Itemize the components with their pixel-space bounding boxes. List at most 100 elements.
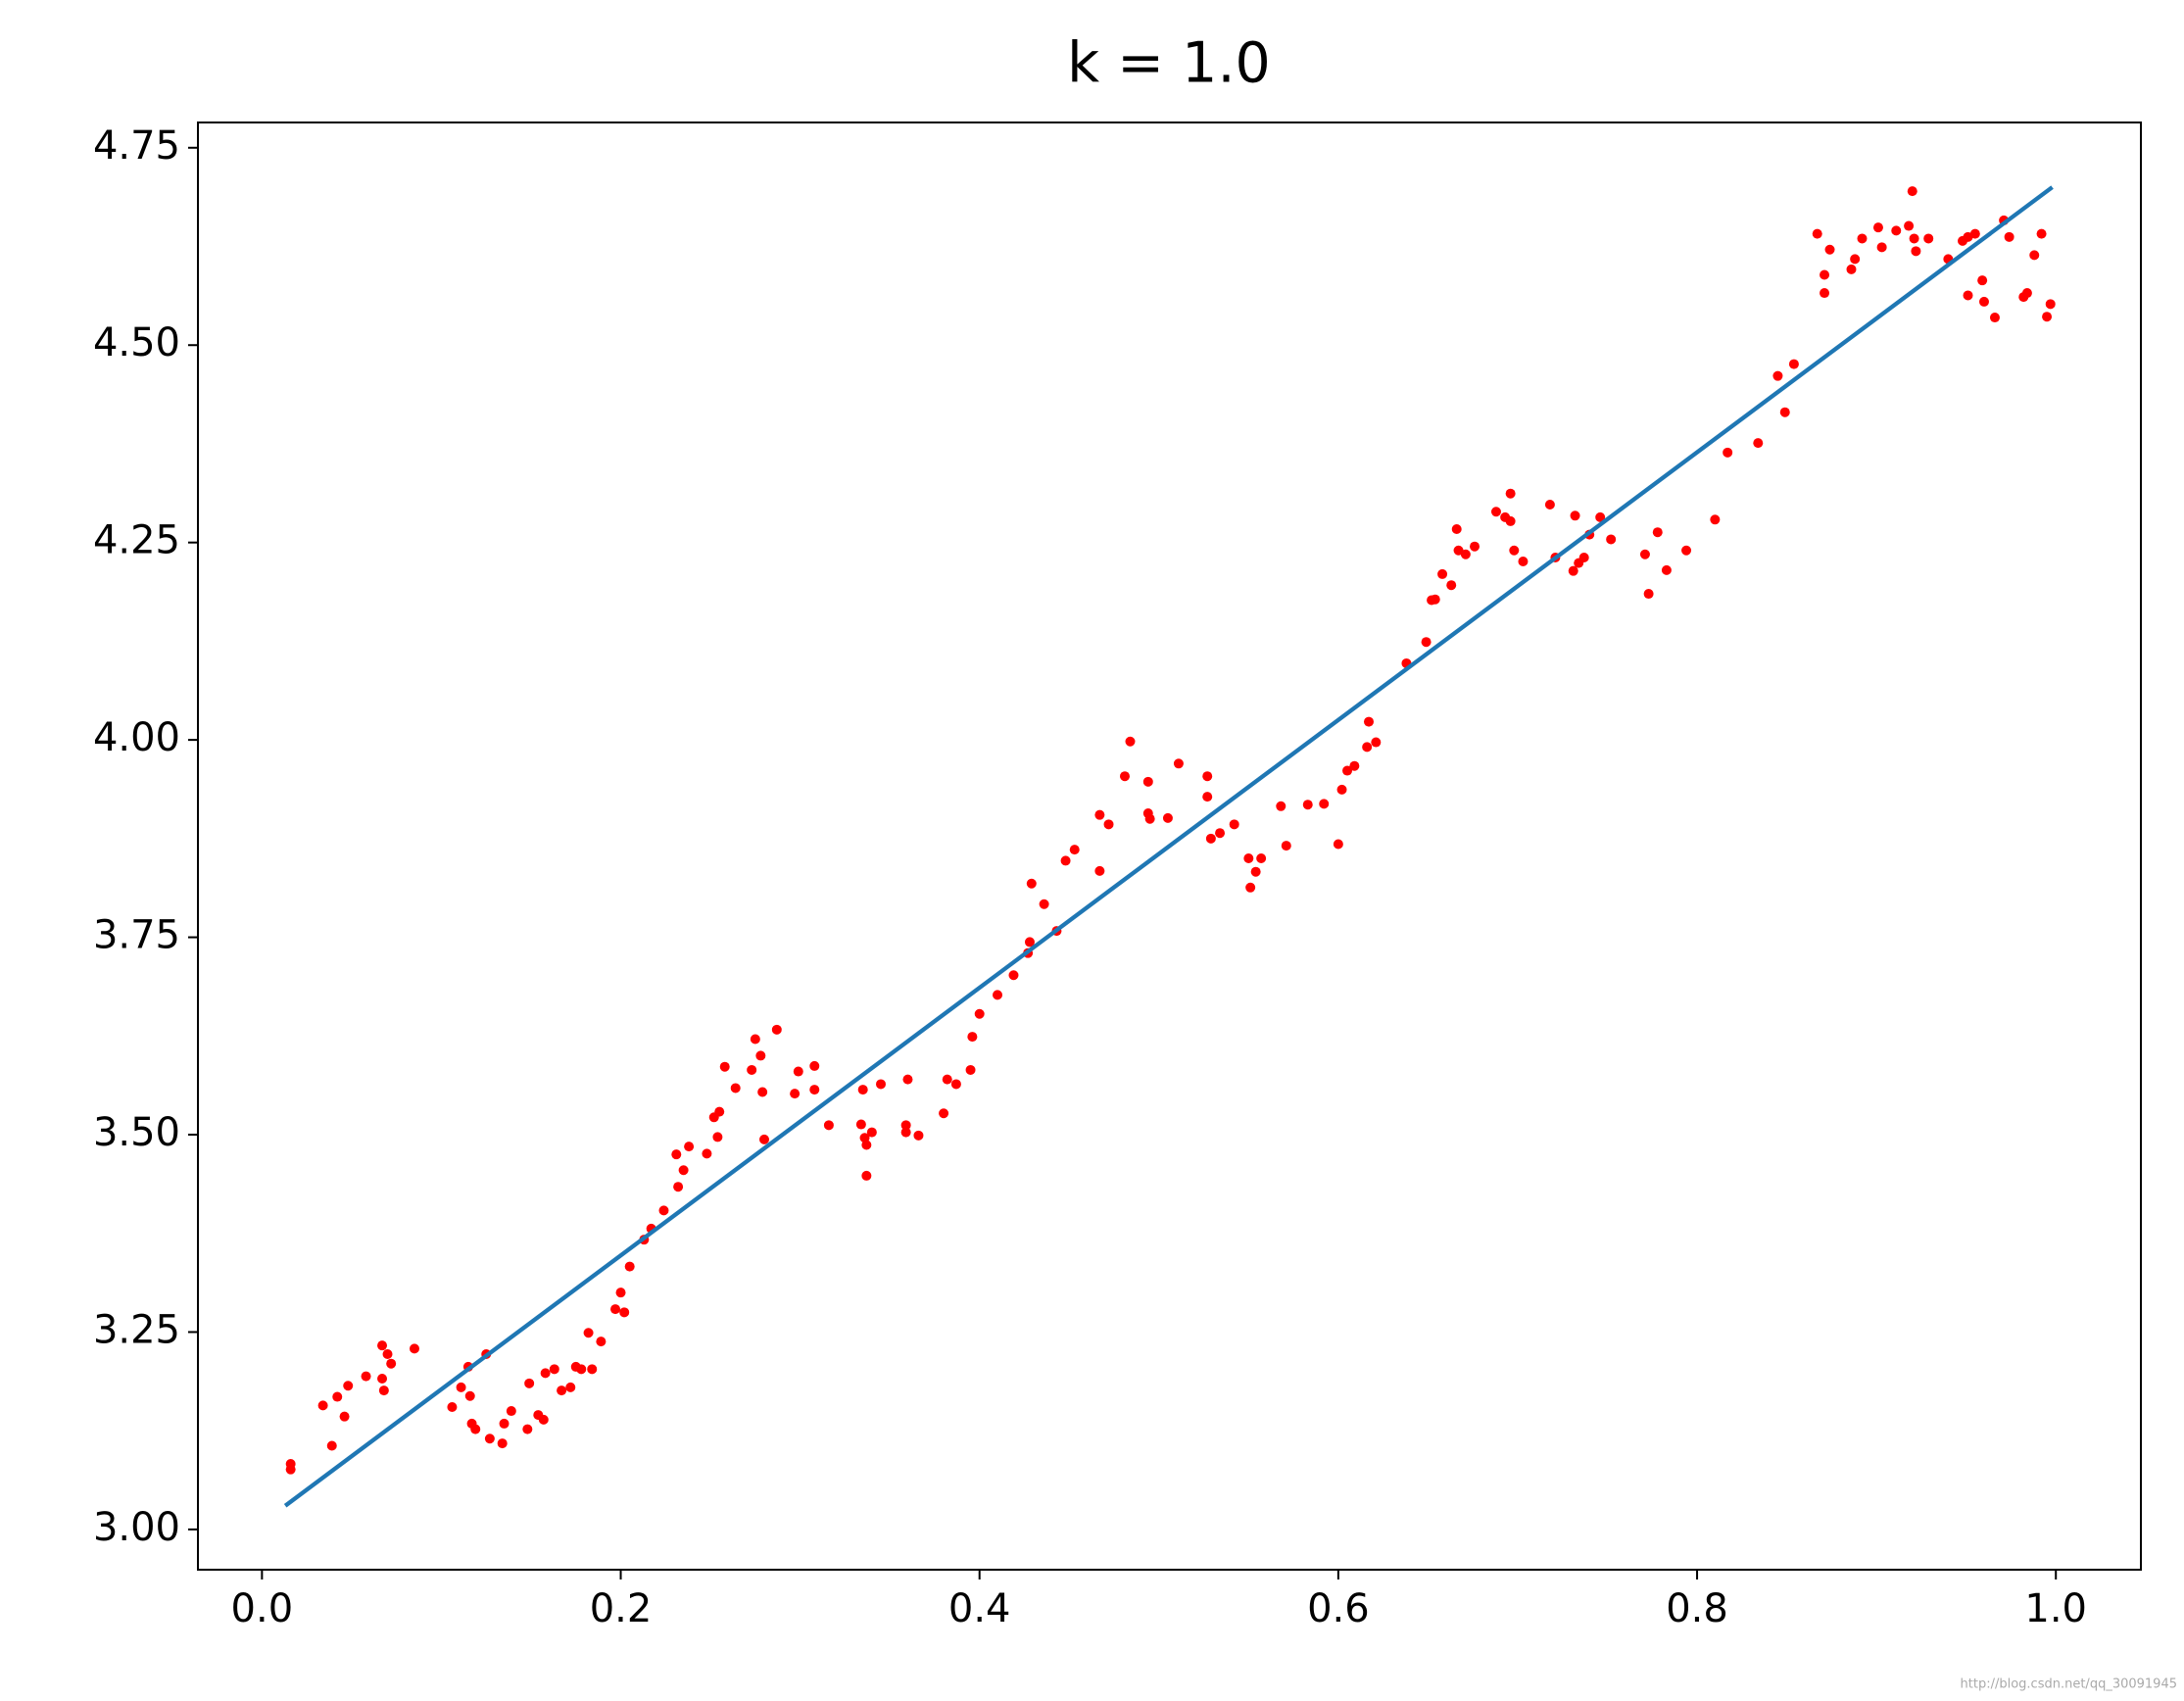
scatter-point xyxy=(1923,233,1934,244)
scatter-point xyxy=(1144,813,1155,824)
scatter-point xyxy=(1024,937,1035,948)
x-tick-label: 0.8 xyxy=(1666,1586,1728,1631)
scatter-point xyxy=(1470,541,1480,552)
scatter-point xyxy=(540,1368,551,1379)
scatter-point xyxy=(678,1165,689,1176)
scatter-point xyxy=(1911,246,1921,257)
scatter-point xyxy=(1969,228,1980,239)
scatter-point xyxy=(587,1364,598,1375)
chart-title: k = 1.0 xyxy=(1067,31,1271,96)
scatter-point xyxy=(619,1307,630,1318)
scatter-point xyxy=(1336,784,1347,795)
scatter-point xyxy=(2042,312,2053,322)
scatter-point xyxy=(2036,228,2047,239)
scatter-point xyxy=(1281,841,1291,851)
scatter-point xyxy=(377,1374,388,1385)
scatter-point xyxy=(913,1130,924,1141)
scatter-point xyxy=(2021,288,2032,299)
scatter-point xyxy=(1909,233,1919,244)
scatter-point xyxy=(1978,296,1989,307)
scatter-point xyxy=(823,1120,834,1131)
scatter-point xyxy=(1120,771,1131,782)
scatter-point xyxy=(684,1142,695,1152)
scatter-point xyxy=(1026,878,1037,889)
scatter-point xyxy=(332,1391,343,1402)
plot-frame xyxy=(197,122,2142,1571)
scatter-point xyxy=(1570,510,1580,521)
scatter-point xyxy=(1904,220,1915,231)
scatter-point xyxy=(1788,359,1799,369)
scatter-point xyxy=(1243,852,1254,863)
watermark: http://blog.csdn.net/qq_30091945 xyxy=(1961,1677,2177,1692)
scatter-point xyxy=(377,1340,388,1351)
scatter-point xyxy=(673,1182,684,1192)
x-tick-label: 0.2 xyxy=(590,1586,653,1631)
scatter-point xyxy=(506,1406,516,1417)
scatter-point xyxy=(1977,275,1988,286)
scatter-point xyxy=(317,1400,328,1411)
scatter-point xyxy=(1505,515,1516,526)
scatter-point xyxy=(1753,438,1764,449)
scatter-point xyxy=(1215,828,1226,839)
scatter-point xyxy=(712,1132,723,1142)
y-tick-label: 3.50 xyxy=(93,1110,180,1155)
y-tick-label: 3.00 xyxy=(93,1505,180,1550)
scatter-point xyxy=(1362,742,1373,753)
scatter-point xyxy=(615,1288,626,1298)
scatter-point xyxy=(361,1371,371,1382)
scatter-point xyxy=(866,1127,877,1138)
scatter-point xyxy=(900,1127,911,1138)
scatter-point xyxy=(1008,970,1019,981)
scatter-point xyxy=(1162,812,1173,823)
scatter-point xyxy=(1846,264,1857,274)
scatter-point xyxy=(343,1381,354,1391)
scatter-point xyxy=(583,1328,594,1338)
scatter-point xyxy=(409,1343,419,1354)
scatter-point xyxy=(993,990,1003,1000)
scatter-point xyxy=(1256,852,1267,863)
scatter-point xyxy=(1202,792,1213,802)
y-tick-label: 4.75 xyxy=(93,123,180,169)
x-tick-label: 0.4 xyxy=(948,1586,1011,1631)
scatter-point xyxy=(1850,254,1861,265)
x-tick-label: 0.6 xyxy=(1307,1586,1370,1631)
y-tick-label: 4.25 xyxy=(93,518,180,563)
scatter-point xyxy=(1772,370,1783,381)
scatter-point xyxy=(1661,564,1672,575)
scatter-point xyxy=(1453,545,1464,556)
scatter-point xyxy=(1421,637,1432,648)
scatter-point xyxy=(809,1060,820,1071)
x-tick-label: 1.0 xyxy=(2024,1586,2087,1631)
scatter-point xyxy=(1094,865,1105,876)
scatter-point xyxy=(2029,250,2040,261)
scatter-point xyxy=(1342,765,1353,776)
scatter-point xyxy=(1505,488,1516,499)
scatter-point xyxy=(1069,845,1080,855)
scatter-point xyxy=(855,1119,866,1130)
scatter-point xyxy=(965,1064,976,1075)
scatter-point xyxy=(1710,514,1721,525)
scatter-point xyxy=(1820,288,1830,299)
scatter-point xyxy=(1202,771,1213,782)
scatter-point xyxy=(524,1378,535,1388)
scatter-point xyxy=(950,1079,961,1090)
scatter-point xyxy=(1371,737,1382,748)
scatter-point xyxy=(447,1402,458,1413)
scatter-point xyxy=(861,1170,872,1181)
scatter-point xyxy=(719,1061,730,1072)
scatter-point xyxy=(1779,407,1790,417)
scatter-point xyxy=(1094,809,1105,820)
scatter-point xyxy=(857,1085,868,1095)
scatter-point xyxy=(671,1149,682,1160)
scatter-point xyxy=(499,1418,510,1429)
scatter-point xyxy=(596,1336,607,1347)
scatter-point xyxy=(326,1440,337,1451)
scatter-point xyxy=(1643,589,1654,600)
scatter-point xyxy=(1723,447,1733,458)
scatter-point xyxy=(861,1140,872,1150)
scatter-point xyxy=(1820,269,1830,280)
scatter-point xyxy=(484,1434,495,1444)
scatter-point xyxy=(702,1148,712,1159)
scatter-point xyxy=(793,1066,803,1077)
